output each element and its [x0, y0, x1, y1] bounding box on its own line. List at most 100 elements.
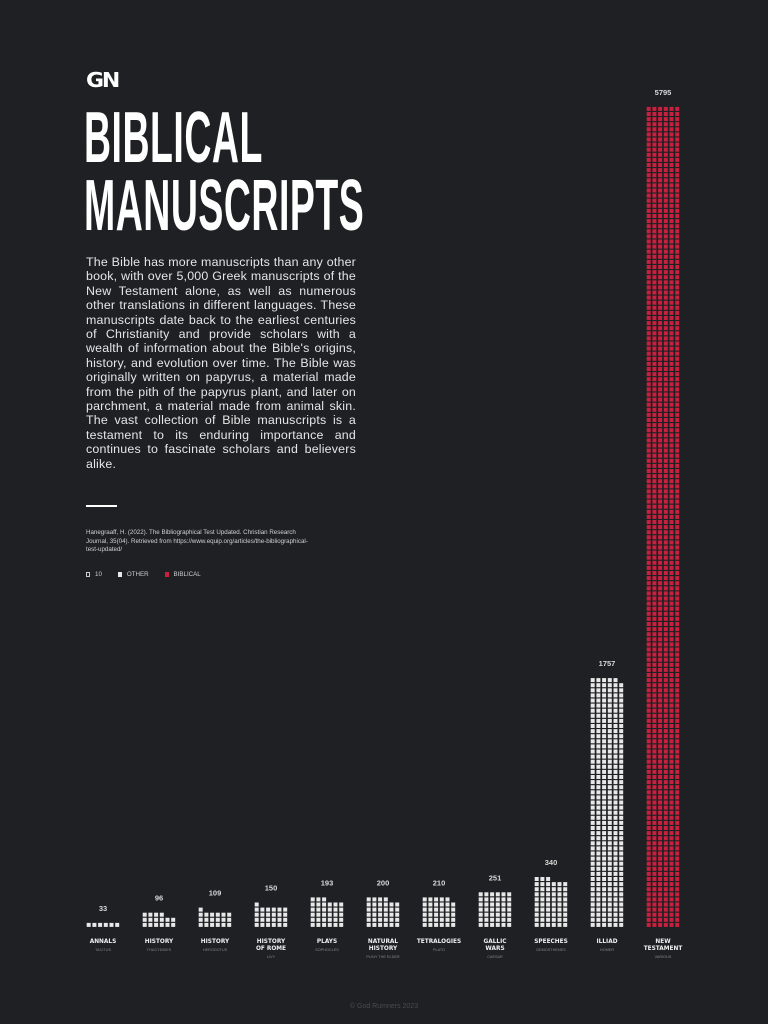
manuscript-icon: [327, 922, 332, 927]
value-label: 96: [155, 894, 163, 903]
manuscript-icon: [675, 586, 680, 591]
manuscript-icon: [596, 718, 601, 723]
manuscript-icon: [596, 698, 601, 703]
manuscript-icon: [658, 214, 663, 218]
manuscript-icon: [372, 912, 377, 917]
bar-5: [366, 897, 400, 927]
manuscript-icon: [658, 887, 663, 892]
manuscript-icon: [613, 754, 618, 759]
manuscript-icon: [669, 224, 674, 229]
manuscript-icon: [422, 922, 427, 927]
manuscript-icon: [646, 214, 651, 218]
manuscript-icon: [675, 805, 680, 810]
manuscript-icon: [675, 759, 680, 764]
manuscript-icon: [669, 397, 674, 402]
manuscript-icon: [602, 754, 607, 759]
manuscript-icon: [652, 882, 657, 887]
manuscript-icon: [646, 244, 651, 249]
manuscript-icon: [613, 734, 618, 739]
manuscript-icon: [669, 382, 674, 387]
manuscript-icon: [451, 902, 456, 907]
manuscript-icon: [383, 902, 388, 907]
manuscript-icon: [607, 866, 612, 871]
manuscript-icon: [669, 346, 674, 351]
manuscript-icon: [646, 622, 651, 626]
manuscript-icon: [658, 785, 663, 790]
manuscript-icon: [663, 152, 668, 157]
manuscript-icon: [675, 831, 680, 836]
manuscript-icon: [675, 453, 680, 458]
manuscript-icon: [663, 831, 668, 836]
manuscript-icon: [646, 601, 651, 606]
manuscript-icon: [607, 775, 612, 779]
manuscript-icon: [663, 407, 668, 412]
manuscript-icon: [148, 922, 153, 927]
manuscript-icon: [652, 647, 657, 652]
manuscript-icon: [663, 550, 668, 555]
manuscript-icon: [675, 820, 680, 825]
manuscript-icon: [658, 285, 663, 290]
manuscript-icon: [658, 265, 663, 269]
manuscript-icon: [607, 785, 612, 790]
manuscript-icon: [669, 229, 674, 234]
value-label: 210: [433, 878, 446, 887]
manuscript-icon: [658, 815, 663, 820]
manuscript-icon: [327, 912, 332, 917]
manuscript-icon: [675, 305, 680, 310]
manuscript-icon: [675, 290, 680, 295]
manuscript-icon: [663, 591, 668, 596]
manuscript-icon: [434, 897, 439, 902]
manuscript-icon: [669, 117, 674, 122]
manuscript-icon: [619, 810, 624, 815]
manuscript-icon: [675, 157, 680, 162]
manuscript-icon: [646, 550, 651, 555]
manuscript-icon: [613, 841, 618, 846]
manuscript-icon: [607, 912, 612, 917]
manuscript-icon: [658, 300, 663, 305]
manuscript-icon: [658, 474, 663, 479]
manuscript-icon: [619, 775, 624, 779]
manuscript-icon: [501, 897, 506, 902]
manuscript-icon: [675, 285, 680, 290]
manuscript-icon: [646, 520, 651, 524]
manuscript-icon: [316, 912, 321, 917]
manuscript-icon: [658, 479, 663, 484]
manuscript-icon: [428, 902, 433, 907]
manuscript-icon: [663, 331, 668, 336]
manuscript-icon: [675, 448, 680, 453]
manuscript-icon: [602, 749, 607, 754]
manuscript-icon: [590, 846, 595, 851]
manuscript-icon: [495, 912, 500, 917]
manuscript-icon: [652, 571, 657, 575]
manuscript-icon: [658, 412, 663, 417]
manuscript-icon: [495, 902, 500, 907]
manuscript-icon: [652, 474, 657, 479]
manuscript-icon: [378, 922, 383, 927]
manuscript-icon: [596, 739, 601, 744]
manuscript-icon: [607, 897, 612, 902]
manuscript-icon: [675, 703, 680, 708]
manuscript-icon: [652, 484, 657, 489]
manuscript-icon: [669, 667, 674, 672]
manuscript-icon: [602, 912, 607, 917]
manuscript-icon: [669, 484, 674, 489]
manuscript-icon: [602, 902, 607, 907]
manuscript-icon: [652, 305, 657, 310]
manuscript-icon: [646, 805, 651, 810]
manuscript-icon: [283, 912, 288, 917]
manuscript-icon: [663, 463, 668, 468]
manuscript-icon: [652, 627, 657, 632]
manuscript-icon: [675, 622, 680, 626]
manuscript-icon: [669, 331, 674, 336]
manuscript-icon: [663, 203, 668, 208]
manuscript-icon: [646, 555, 651, 560]
manuscript-icon: [658, 198, 663, 203]
manuscript-icon: [607, 922, 612, 927]
manuscript-icon: [484, 922, 489, 927]
manuscript-icon: [675, 407, 680, 412]
manuscript-icon: [675, 514, 680, 519]
manuscript-icon: [675, 530, 680, 535]
manuscript-icon: [675, 698, 680, 703]
manuscript-icon: [663, 509, 668, 514]
manuscript-icon: [658, 616, 663, 621]
